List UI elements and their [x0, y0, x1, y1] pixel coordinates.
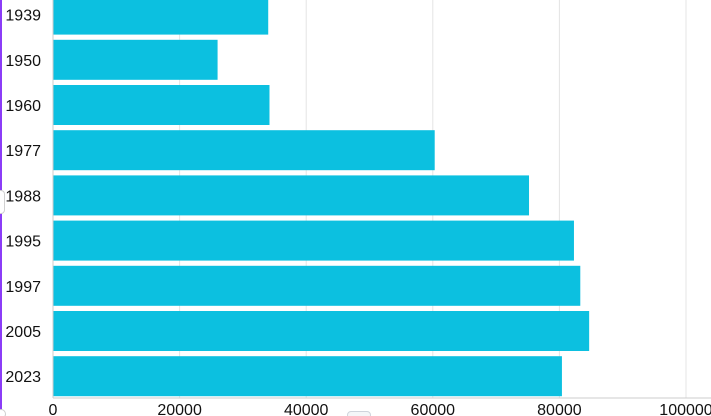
category-label: 1988 — [5, 188, 41, 205]
category-label: 2023 — [5, 369, 41, 386]
x-tick-label: 20000 — [157, 402, 202, 416]
x-tick-label: 100000 — [659, 402, 711, 416]
resize-handle-corner[interactable] — [0, 409, 6, 416]
bar-1960 — [53, 85, 270, 125]
x-tick-labels: 0 20000 40000 60000 80000 100000 — [49, 402, 711, 416]
bars — [53, 0, 590, 397]
category-label: 1977 — [5, 143, 41, 160]
resize-handle-left[interactable] — [0, 190, 5, 214]
bar-1988 — [53, 175, 530, 216]
bar-2005 — [53, 311, 590, 351]
category-label: 1939 — [5, 8, 41, 25]
x-tick-label: 0 — [49, 402, 58, 416]
x-tick-label: 80000 — [537, 402, 582, 416]
bar-1995 — [53, 220, 574, 261]
bar-1950 — [53, 39, 218, 80]
bar-1939 — [53, 0, 269, 35]
category-labels: 1939 1950 1960 1977 1988 1995 1997 2005 2023 — [5, 8, 41, 387]
bar-1977 — [53, 130, 435, 171]
category-label: 1960 — [5, 98, 41, 115]
axes — [52, 0, 711, 399]
category-label: 1995 — [5, 234, 41, 251]
x-tick-label: 40000 — [284, 402, 329, 416]
category-label: 1997 — [5, 279, 41, 296]
bar-2023 — [53, 356, 562, 397]
category-label: 2005 — [5, 324, 41, 341]
bar-1997 — [53, 265, 581, 306]
x-tick-label: 60000 — [411, 402, 456, 416]
category-label: 1950 — [5, 53, 41, 70]
resize-handle-bottom[interactable] — [347, 411, 371, 416]
